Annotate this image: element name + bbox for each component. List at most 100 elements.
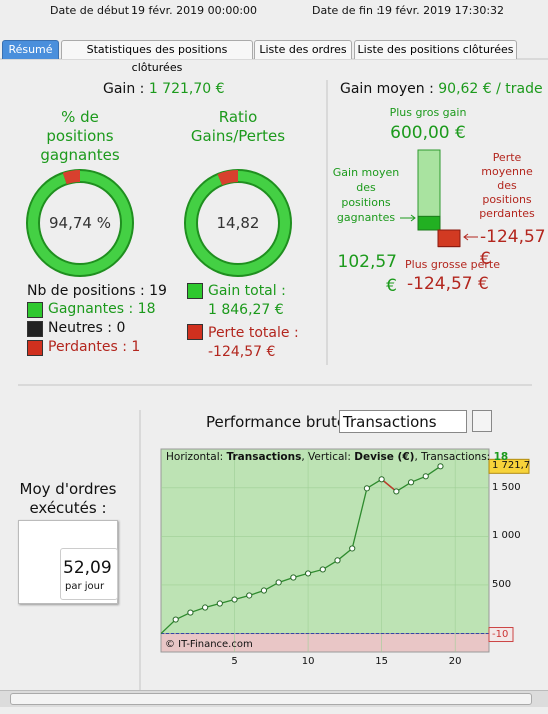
avg-gain: 102,57 € bbox=[337, 252, 397, 296]
copyright: © IT-Finance.com bbox=[165, 639, 253, 650]
neutral-swatch bbox=[27, 321, 43, 337]
last-value-box bbox=[488, 458, 530, 474]
h-label: Horizontal: bbox=[166, 451, 224, 463]
positions-count: 19 bbox=[149, 283, 167, 299]
v-value: Devise (€) bbox=[354, 451, 415, 463]
point bbox=[363, 485, 371, 492]
positions-label: Nb de positions : bbox=[27, 283, 145, 299]
end-label: Date de fin : bbox=[312, 4, 381, 17]
neutral-label: Neutres : bbox=[48, 320, 112, 336]
last-value-label: 1 721,7 bbox=[492, 460, 531, 472]
plot-positive bbox=[160, 448, 490, 635]
count-label: , Transactions: bbox=[414, 451, 491, 463]
loss-total-label: Perte totale : bbox=[208, 325, 299, 341]
tab[interactable]: Résumé bbox=[2, 40, 59, 59]
ratio-title: Ratio Gains/Pertes bbox=[190, 108, 286, 145]
losers-count: 1 bbox=[131, 339, 141, 355]
losers: Perdantes : 1 bbox=[48, 339, 140, 355]
gain-total-label: Gain total : bbox=[208, 283, 286, 299]
ratio-value: 14,82 bbox=[216, 214, 260, 232]
gain-total: 1 846,27 € bbox=[208, 302, 284, 318]
point bbox=[260, 587, 268, 594]
end-date: 19 févr. 2019 17:30:32 bbox=[378, 4, 505, 17]
gain-line: Gain : 1 721,70 € bbox=[103, 81, 225, 97]
tab[interactable]: Liste des ordres bbox=[254, 40, 352, 59]
orders-unit: par jour bbox=[65, 581, 105, 592]
tab[interactable]: Liste des positions clôturées bbox=[354, 40, 517, 59]
ring-loss bbox=[217, 170, 239, 186]
point bbox=[422, 473, 429, 480]
settings-button[interactable] bbox=[472, 410, 492, 432]
avg-label: Gain moyen : bbox=[340, 81, 434, 97]
gain-value: 1 721,70 € bbox=[148, 81, 225, 97]
mode-select[interactable]: Transactions bbox=[339, 410, 467, 433]
max-gain-label: Plus gros gain bbox=[389, 106, 467, 119]
neutral: Neutres : 0 bbox=[48, 320, 125, 336]
winners: Gagnantes : 18 bbox=[48, 301, 155, 317]
count-value: 18 bbox=[493, 451, 509, 463]
perf-title: Performance brute bbox=[206, 413, 347, 431]
max-loss: -124,57 € bbox=[407, 274, 489, 294]
loss-total: -124,57 € bbox=[208, 344, 276, 360]
y-tick-label: 1 500 bbox=[492, 481, 521, 493]
point bbox=[290, 574, 297, 581]
avg-value: 90,62 € / trade bbox=[438, 81, 543, 97]
x-tick-label: 10 bbox=[301, 656, 315, 667]
avg-loss-bar bbox=[437, 229, 461, 248]
point bbox=[304, 570, 312, 577]
win-title: % de positions gagnantes bbox=[40, 108, 120, 164]
point bbox=[349, 545, 356, 552]
point bbox=[393, 488, 400, 495]
min-value-label: -10 bbox=[492, 628, 509, 640]
avg-line: Gain moyen : 90,62 € / trade bbox=[340, 81, 543, 97]
winners-label: Gagnantes : bbox=[48, 301, 134, 317]
win-pct: 94,74 % bbox=[49, 214, 111, 232]
winners-count: 18 bbox=[137, 301, 156, 317]
tab[interactable]: Statistiques des positions clôturées bbox=[61, 40, 253, 74]
ring-win bbox=[186, 171, 290, 275]
v-label: , Vertical: bbox=[301, 451, 351, 463]
avg-gain-bar bbox=[417, 215, 441, 231]
neutral-count: 0 bbox=[116, 320, 126, 336]
max-gain: 600,00 € bbox=[390, 123, 466, 143]
plot-negative bbox=[160, 633, 490, 653]
h-value: Transactions bbox=[226, 451, 302, 463]
point bbox=[334, 557, 341, 564]
loss-segment bbox=[381, 478, 397, 493]
point bbox=[246, 592, 253, 599]
win-swatch bbox=[27, 302, 43, 318]
point bbox=[216, 600, 223, 607]
x-tick-label: 15 bbox=[375, 656, 388, 667]
mode-value: Transactions bbox=[343, 413, 437, 431]
y-tick-label: 1 000 bbox=[492, 530, 521, 542]
x-tick-label: 5 bbox=[231, 656, 238, 667]
point bbox=[378, 476, 385, 483]
start-label: Date de début : bbox=[50, 4, 137, 17]
chart-header: Horizontal: Transactions, Vertical: Devi… bbox=[166, 451, 508, 463]
ring-win bbox=[28, 171, 132, 275]
point bbox=[231, 596, 238, 603]
scroll-thumb[interactable] bbox=[10, 693, 532, 705]
gain-total-swatch bbox=[187, 283, 203, 299]
y-tick-label: 500 bbox=[492, 578, 512, 590]
loss-total-swatch bbox=[187, 324, 203, 340]
point bbox=[319, 566, 326, 573]
x-tick-label: 20 bbox=[448, 656, 462, 667]
orders-value: 52,09 bbox=[63, 558, 112, 578]
avg-loss: -124,57 € bbox=[480, 227, 546, 269]
arrow bbox=[400, 214, 416, 222]
avg-gain-label: Gain moyen des positions gagnantes bbox=[332, 166, 400, 224]
min-value-box bbox=[488, 627, 514, 643]
arrow bbox=[463, 233, 478, 241]
start-date: 19 févr. 2019 00:00:00 bbox=[131, 4, 258, 17]
avg-loss-label: Perte moyenne des positions perdantes bbox=[479, 151, 535, 220]
orders-box bbox=[60, 548, 118, 600]
max-loss-label: Plus grosse perte bbox=[405, 258, 500, 271]
losers-label: Perdantes : bbox=[48, 339, 127, 355]
point bbox=[437, 463, 444, 470]
positions: Nb de positions : 19 bbox=[27, 283, 167, 299]
orders-label: Moy d'ordres exécutés : bbox=[19, 480, 117, 517]
loss-swatch bbox=[27, 340, 43, 356]
